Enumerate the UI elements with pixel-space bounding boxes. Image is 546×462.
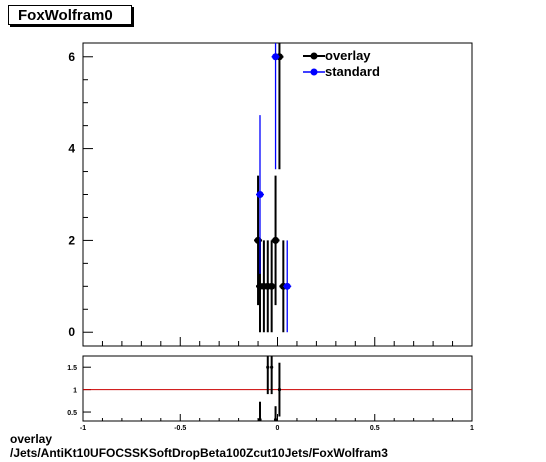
main-plot-border (82, 42, 473, 347)
ratio-point (277, 388, 282, 392)
ratio-point (270, 365, 274, 369)
footer-line-1: overlay (10, 432, 53, 446)
ratio-x-tick-label: 1 (470, 425, 474, 432)
standard-point (283, 282, 291, 290)
main-plot-marks (254, 43, 292, 333)
legend-overlay-marker (310, 52, 318, 60)
ratio-y-tick-label: 0.5 (67, 410, 77, 417)
ratio-x-tick-label: -0.5 (174, 425, 186, 432)
main-y-tick-label: 4 (68, 142, 75, 156)
legend-overlay-label: overlay (325, 48, 371, 63)
standard-point (256, 191, 264, 198)
ratio-plot-frame (82, 355, 473, 422)
ratio-x-tick-label: 0 (276, 425, 280, 432)
ratio-point (258, 418, 262, 422)
ratio-plot-marks (83, 356, 472, 422)
ratio-y-tick-label: 1.5 (67, 365, 77, 372)
main-y-tick-label: 0 (68, 325, 75, 339)
ratio-x-tick-label: -1 (80, 425, 86, 432)
plot-title: FoxWolfram0 (8, 5, 132, 25)
ratio-x-tick-label: 0.5 (370, 425, 380, 432)
overlay-point (272, 236, 280, 244)
ratio-point (266, 365, 270, 369)
main-plot-frame (82, 42, 473, 347)
ratio-point (273, 418, 278, 422)
footer-line-2: /Jets/AntiKt10UFOCSSKSoftDropBeta100Zcut… (10, 446, 388, 460)
legend: overlay standard (303, 48, 380, 79)
ratio-plot-ticks: 0.5 1 1.5 -1 -0.5 0 0.5 1 (67, 365, 474, 432)
overlay-point (268, 282, 276, 290)
main-y-tick-label: 2 (68, 233, 75, 247)
main-y-tick-label: 6 (68, 50, 75, 64)
legend-standard-marker (310, 68, 318, 76)
legend-standard-label: standard (325, 64, 380, 79)
ratio-plot-border (82, 355, 473, 422)
standard-point (272, 53, 280, 61)
main-plot-ticks: 0 2 4 6 (68, 50, 473, 346)
ratio-y-tick-label: 1 (73, 388, 77, 395)
